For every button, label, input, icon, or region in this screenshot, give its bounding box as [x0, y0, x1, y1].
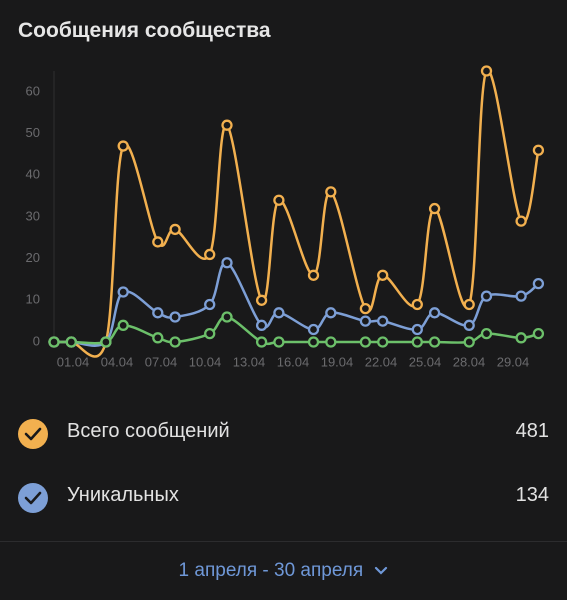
point: [204, 328, 216, 340]
point: [273, 194, 285, 206]
point: [152, 236, 164, 248]
point: [411, 298, 423, 311]
point: [463, 336, 475, 348]
point: [377, 269, 389, 281]
point: [325, 336, 337, 348]
point: [273, 336, 285, 348]
x-tick-label: 10.04: [189, 354, 222, 369]
point: [65, 336, 77, 348]
point: [221, 311, 233, 323]
point: [463, 319, 475, 331]
point: [117, 286, 129, 298]
point: [480, 290, 493, 302]
y-tick-label: 30: [26, 208, 40, 223]
series-line: [53, 69, 540, 358]
x-tick-label: 19.04: [321, 354, 354, 369]
legend-name: Всего сообщений: [67, 420, 230, 442]
point: [428, 202, 441, 215]
point: [359, 315, 372, 327]
point: [117, 319, 129, 331]
y-tick-label: 40: [26, 167, 40, 182]
point: [307, 336, 320, 348]
point: [221, 257, 233, 269]
checkbox[interactable]: [17, 418, 49, 450]
point: [325, 186, 337, 198]
checkbox[interactable]: [17, 482, 49, 514]
y-tick-label: 50: [26, 125, 40, 140]
point: [204, 298, 216, 311]
point: [428, 307, 441, 319]
point: [359, 302, 372, 315]
y-tick-label: 20: [26, 250, 40, 265]
point: [532, 277, 545, 290]
period-selector[interactable]: 1 апреля - 30 апреля: [0, 560, 567, 582]
point: [255, 336, 268, 348]
title: Сообщения сообщества: [18, 19, 271, 42]
point: [532, 144, 545, 156]
point: [48, 336, 60, 348]
point: [515, 215, 527, 227]
x-tick-label: 29.04: [497, 354, 530, 369]
point: [532, 328, 545, 340]
x-tick-label: 01.04: [57, 354, 90, 369]
divider: [0, 541, 567, 542]
point: [169, 336, 181, 348]
chevron: [375, 566, 388, 575]
point: [152, 307, 164, 319]
chart: 0 10 20 30 40 50 60 01.04 04.04 07.04 10.04 13.04 16…: [26, 65, 545, 369]
y-tick-label: 0: [33, 333, 40, 348]
point: [204, 248, 216, 261]
x-tick-label: 13.04: [233, 354, 266, 369]
point: [359, 336, 372, 348]
x-tick-label: 07.04: [145, 354, 178, 369]
legend-row[interactable]: Уникальных 134: [0, 466, 567, 526]
point: [515, 332, 527, 344]
legend-name: Уникальных: [67, 484, 179, 506]
point: [463, 298, 475, 311]
legend-row[interactable]: Всего сообщений 481: [0, 402, 567, 462]
point: [117, 140, 129, 152]
point: [169, 223, 181, 236]
y-tick-label: 60: [26, 83, 40, 98]
point: [307, 323, 320, 336]
x-tick-label: 16.04: [277, 354, 310, 369]
point: [377, 336, 389, 348]
point: [221, 119, 233, 131]
x-tick-label: 22.04: [365, 354, 398, 369]
point: [480, 65, 493, 77]
x-tick-label: 25.04: [409, 354, 442, 369]
point: [255, 294, 268, 306]
period-text[interactable]: 1 апреля - 30 апреля: [178, 560, 364, 581]
legend-total: 481: [515, 420, 549, 442]
point: [152, 332, 164, 344]
point: [307, 269, 320, 281]
point: [377, 315, 389, 327]
point: [325, 307, 337, 319]
point: [255, 319, 268, 331]
point: [100, 336, 112, 348]
x-tick-label: 28.04: [453, 354, 486, 369]
point: [515, 290, 527, 302]
x-tick-label: 04.04: [101, 354, 134, 369]
y-tick-label: 10: [26, 292, 40, 307]
point: [411, 336, 423, 348]
point: [411, 323, 423, 336]
point: [428, 336, 441, 348]
point: [273, 307, 285, 319]
point: [480, 328, 493, 340]
legend-total: 134: [515, 484, 549, 506]
point: [169, 311, 181, 323]
